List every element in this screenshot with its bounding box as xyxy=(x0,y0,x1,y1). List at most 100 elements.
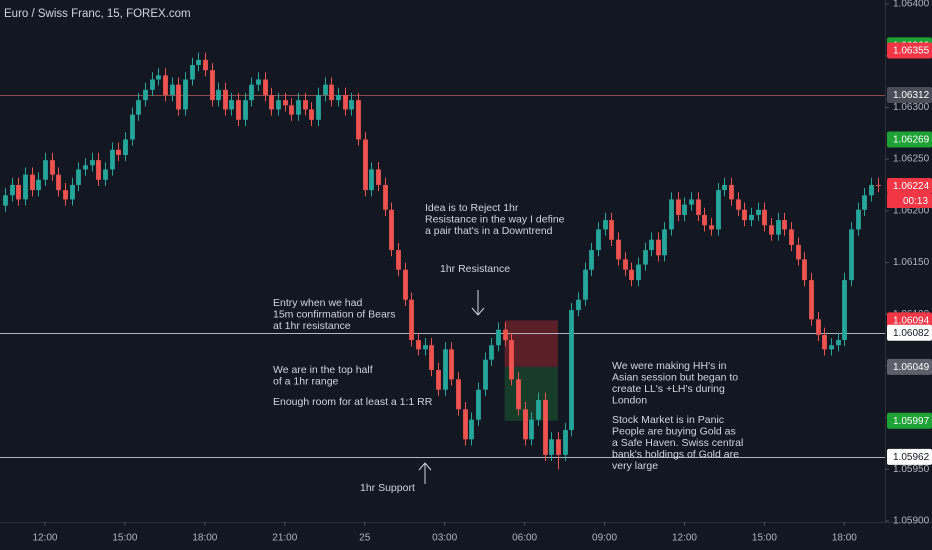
candle-body xyxy=(876,184,881,186)
candle-body xyxy=(543,400,548,455)
candle-body xyxy=(196,59,201,66)
annotation: People are buying Gold as xyxy=(612,425,736,437)
candle-body xyxy=(343,94,348,110)
candle-body xyxy=(769,225,774,235)
candle-body xyxy=(563,430,568,455)
price-label-bg xyxy=(887,42,932,59)
price-label: 1.06269 xyxy=(893,135,930,146)
candle-body xyxy=(283,100,288,106)
candle-body xyxy=(229,100,234,110)
candle-body xyxy=(676,199,681,215)
candle-body xyxy=(183,79,188,110)
candle-body xyxy=(336,94,341,101)
candle-body xyxy=(383,184,388,210)
candle-body xyxy=(50,160,55,175)
x-tick-label: 15:00 xyxy=(752,533,777,544)
candle-body xyxy=(10,184,15,196)
candle-body xyxy=(303,100,308,110)
candle-body xyxy=(110,149,115,170)
price-label-bg xyxy=(887,358,932,375)
candle-body xyxy=(83,165,88,170)
candle-body xyxy=(243,100,248,120)
annotation: Asian session but began to xyxy=(612,371,738,383)
annotation: 15m confirmation of Bears xyxy=(273,308,396,320)
candle-body xyxy=(516,379,521,410)
x-tick-label: 15:00 xyxy=(112,533,137,544)
candle-body xyxy=(63,190,68,200)
annotation: 1hr Support xyxy=(360,482,415,494)
candle-body xyxy=(203,59,208,71)
candle-body xyxy=(649,239,654,251)
price-label: 1.06049 xyxy=(893,362,930,373)
price-label: 1.06224 xyxy=(893,181,930,192)
candle-body xyxy=(869,184,874,196)
candle-body xyxy=(143,89,148,101)
x-tick-label: 18:00 xyxy=(832,533,857,544)
candle-body xyxy=(116,149,121,155)
candle-body xyxy=(56,174,61,191)
candle-body xyxy=(469,419,474,440)
candle-body xyxy=(589,250,594,270)
candle-body xyxy=(849,229,854,281)
y-tick-label: 1.05950 xyxy=(893,464,930,475)
y-tick-label: 1.06400 xyxy=(893,0,930,10)
candle-body xyxy=(43,160,48,180)
candle-body xyxy=(103,169,108,180)
candle-body xyxy=(682,204,687,215)
candle-body xyxy=(782,220,787,230)
candle-body xyxy=(296,100,301,115)
y-tick-label: 1.06150 xyxy=(893,257,930,268)
candle-body xyxy=(409,299,414,341)
y-tick-label: 1.06300 xyxy=(893,102,930,113)
candle-body xyxy=(509,340,514,380)
annotation: We were making HH's in xyxy=(612,360,727,372)
candle-body xyxy=(423,345,428,350)
price-label: 1.06094 xyxy=(893,316,930,327)
candle-body xyxy=(662,229,667,256)
candle-body xyxy=(802,259,807,281)
candle-body xyxy=(696,199,701,215)
candle-body xyxy=(842,280,847,341)
price-label-bg xyxy=(887,448,932,465)
annotation: Entry when we had xyxy=(273,297,362,309)
price-label: 1.05962 xyxy=(893,452,930,463)
candle-body xyxy=(23,174,28,200)
price-label-bg xyxy=(887,312,932,329)
candle-body xyxy=(709,225,714,230)
x-tick-label: 12:00 xyxy=(672,533,697,544)
x-tick-label: 06:00 xyxy=(512,533,537,544)
candle-body xyxy=(836,340,841,346)
candle-body xyxy=(369,169,374,191)
countdown-bg xyxy=(887,193,932,208)
candle-body xyxy=(389,209,394,251)
candle-body xyxy=(476,389,481,420)
candle-body xyxy=(536,400,541,420)
candle-body xyxy=(449,349,454,380)
y-tick-label: 1.06250 xyxy=(893,154,930,165)
countdown: 00:13 xyxy=(903,196,928,207)
candle-body xyxy=(123,139,128,155)
candle-body xyxy=(249,84,254,101)
annotation: a Safe Haven. Swiss central xyxy=(612,437,743,449)
arrow xyxy=(471,290,485,316)
candle-body xyxy=(729,184,734,200)
candle-body xyxy=(569,310,574,431)
arrow xyxy=(418,462,432,484)
x-tick-label: 25 xyxy=(359,533,371,544)
candle-body xyxy=(176,84,181,110)
candle-body xyxy=(643,250,648,265)
annotation: at 1hr resistance xyxy=(273,320,351,332)
annotation: Idea is to Reject 1hr xyxy=(425,202,519,214)
candle-body xyxy=(669,199,674,230)
candle-body xyxy=(722,184,727,191)
annotation: We are in the top half xyxy=(273,364,373,376)
candle-body xyxy=(210,70,215,101)
candle-body xyxy=(429,345,434,371)
candle-body xyxy=(549,439,554,455)
price-label: 1.05997 xyxy=(893,416,930,427)
price-label: 1.06312 xyxy=(893,90,930,101)
plot-area xyxy=(0,52,885,470)
candle-body xyxy=(376,169,381,185)
y-tick-label: 1.06200 xyxy=(893,205,930,216)
candle-body xyxy=(822,334,827,350)
